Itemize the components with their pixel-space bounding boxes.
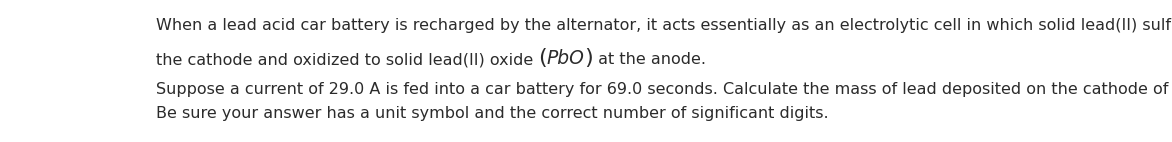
Text: ): ) [585, 48, 593, 68]
Text: Suppose a current of 29.0 A is fed into a car battery for 69.0 seconds. Calculat: Suppose a current of 29.0 A is fed into … [156, 82, 1172, 97]
Text: Be sure your answer has a unit symbol and the correct number of significant digi: Be sure your answer has a unit symbol an… [156, 106, 829, 121]
Text: PbO: PbO [546, 49, 585, 68]
Text: When a lead acid car battery is recharged by the alternator, it acts essentially: When a lead acid car battery is recharge… [156, 18, 1172, 33]
Text: the cathode and oxidized to solid lead(II) oxide: the cathode and oxidized to solid lead(I… [156, 52, 538, 67]
Text: at the anode.: at the anode. [593, 52, 707, 67]
Text: (: ( [538, 48, 546, 68]
